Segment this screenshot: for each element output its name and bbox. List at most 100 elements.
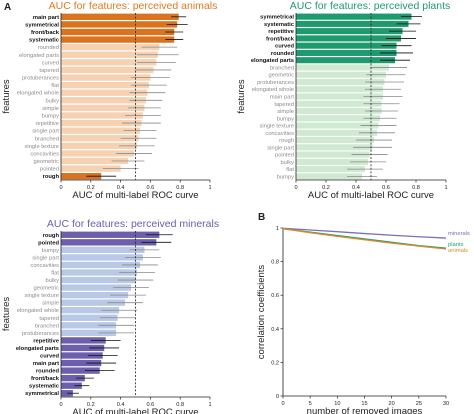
bar	[61, 299, 126, 306]
category-label: systematic	[29, 384, 60, 390]
bar	[61, 231, 160, 238]
bar	[61, 359, 102, 367]
bar	[61, 269, 137, 276]
category-label: main part	[33, 361, 59, 367]
category-label: systematic	[264, 22, 295, 28]
series-line-minerals	[282, 227, 447, 239]
x-tick-label: 0.6	[382, 185, 390, 191]
bar	[296, 129, 377, 136]
bar	[61, 261, 140, 269]
bar	[296, 93, 383, 100]
category-label: curved	[275, 44, 294, 50]
bar	[296, 71, 386, 78]
bar	[61, 246, 145, 254]
category-label: geometric	[34, 159, 60, 165]
y-tick-label: 0	[276, 394, 279, 400]
category-label: simple	[42, 301, 59, 307]
category-label: rough	[279, 138, 294, 144]
x-tick-label: 10	[334, 401, 340, 407]
bar	[61, 314, 118, 321]
bar-panel-plants: AUC for features: perceived plants symmet…	[236, 0, 450, 201]
category-label: concavities	[30, 263, 59, 269]
bar	[296, 100, 382, 107]
bar	[296, 173, 362, 180]
bar	[296, 49, 397, 56]
bar	[61, 322, 117, 329]
x-tick-label: 1	[444, 185, 447, 191]
category-label: single texture	[25, 293, 59, 299]
category-label: flat	[51, 83, 59, 89]
chart-title: AUC for features: perceived minerals	[47, 218, 219, 230]
y-axis-label: features	[236, 79, 247, 114]
bar	[61, 157, 129, 165]
y-axis-label: features	[1, 79, 12, 114]
bar	[296, 115, 380, 122]
category-label: bumpy	[42, 248, 60, 254]
bar	[296, 57, 395, 64]
chart-title: AUC for features: perceived animals	[49, 0, 218, 12]
category-label: geometric	[269, 73, 295, 79]
panel-letter-b: B	[258, 212, 265, 223]
bar	[61, 142, 137, 150]
x-tick-label: 30	[443, 401, 449, 407]
x-tick-label: 0.2	[87, 402, 95, 408]
y-tick-label: 0.8	[271, 260, 279, 266]
bar	[296, 20, 409, 27]
category-label: flat	[51, 271, 59, 277]
category-label: tapered	[39, 316, 59, 322]
bar	[61, 239, 157, 246]
category-label: tapered	[39, 68, 59, 74]
bar	[61, 81, 149, 89]
category-label: elongated whole	[17, 308, 59, 314]
category-label: branched	[270, 65, 294, 71]
bar	[61, 276, 136, 284]
category-label: repetitive	[33, 338, 60, 344]
bar	[61, 97, 146, 104]
category-label: symmetrical	[25, 22, 59, 28]
category-label: protuberances	[257, 80, 294, 86]
bar	[61, 89, 148, 96]
x-tick-label: 0.4	[117, 185, 125, 191]
category-label: elongated parts	[251, 58, 294, 64]
bar	[61, 51, 158, 58]
category-label: elongated parts	[16, 346, 59, 352]
category-label: symmetrical	[260, 15, 294, 21]
bar	[61, 291, 129, 299]
bar	[61, 36, 175, 43]
bar	[61, 135, 139, 142]
x-axis-label: AUC of multi-label ROC curve	[72, 190, 198, 201]
category-label: bulky	[45, 278, 59, 284]
line-panel: 0 5 10 15 20 25 30 0 0.2 0.4 0.6 0.8 1 minerals plants…	[256, 226, 470, 414]
bar	[61, 119, 142, 127]
category-label: single texture	[25, 144, 59, 150]
bar	[61, 59, 157, 66]
category-label: rounded	[36, 369, 60, 375]
category-label: simple	[42, 106, 59, 112]
category-label: concavities	[30, 151, 59, 157]
series-line-plants	[282, 228, 447, 249]
x-tick-label: 0.4	[117, 402, 125, 408]
x-axis-label: AUC of multi-label ROC curve	[308, 190, 434, 201]
bar	[61, 74, 151, 81]
x-tick-label: 5	[309, 401, 312, 407]
x-tick-label: 0	[281, 401, 284, 407]
bar	[61, 352, 103, 359]
legend-label-minerals: minerals	[448, 231, 470, 237]
bar	[61, 337, 106, 344]
legend-label-animals: animals	[448, 248, 468, 254]
category-label: curved	[42, 60, 59, 66]
category-label: main part	[270, 95, 295, 101]
y-tick-label: 0.6	[271, 293, 279, 299]
bar	[61, 104, 145, 112]
legend-label-plants: plants	[448, 242, 464, 248]
category-label: bulky	[280, 160, 294, 166]
category-label: pointed	[275, 153, 294, 159]
bar	[61, 367, 100, 374]
x-tick-label: 0.8	[412, 185, 420, 191]
bar	[61, 165, 121, 172]
category-label: single part	[267, 145, 294, 151]
bar	[61, 43, 160, 51]
bar	[61, 150, 135, 157]
x-tick-label: 0.6	[147, 185, 155, 191]
bar	[61, 13, 179, 20]
